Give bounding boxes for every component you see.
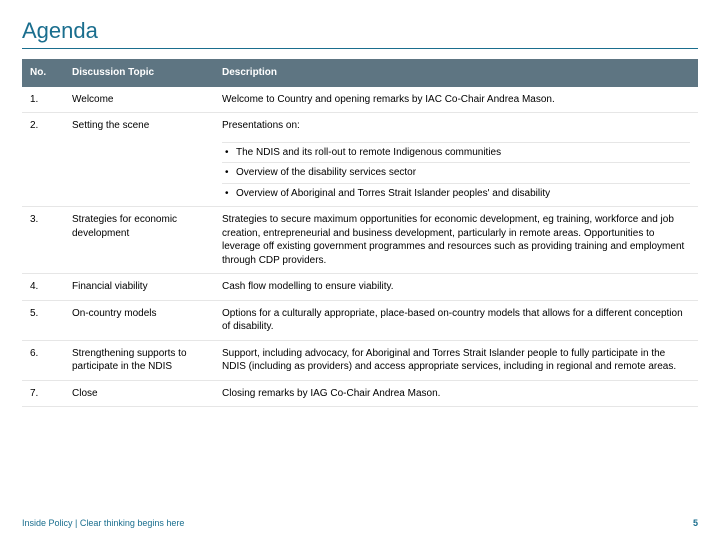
bullet-item: Overview of the disability services sect…	[222, 162, 690, 183]
table-row: 5. On-country models Options for a cultu…	[22, 300, 698, 340]
bullet-item: Overview of Aboriginal and Torres Strait…	[222, 183, 690, 204]
cell-desc: Strategies to secure maximum opportuniti…	[214, 207, 698, 274]
table-row: 4. Financial viability Cash flow modelli…	[22, 274, 698, 301]
cell-desc: Closing remarks by IAG Co-Chair Andrea M…	[214, 380, 698, 407]
page-number: 5	[693, 518, 698, 528]
cell-topic: On-country models	[64, 300, 214, 340]
cell-no: 5.	[22, 300, 64, 340]
cell-no: 7.	[22, 380, 64, 407]
table-row: 1. Welcome Welcome to Country and openin…	[22, 87, 698, 113]
page-title: Agenda	[22, 18, 698, 49]
agenda-table: No. Discussion Topic Description 1. Welc…	[22, 59, 698, 407]
cell-desc: Support, including advocacy, for Aborigi…	[214, 340, 698, 380]
cell-no: 3.	[22, 207, 64, 274]
table-header-row: No. Discussion Topic Description	[22, 59, 698, 87]
cell-no: 6.	[22, 340, 64, 380]
cell-no: 2.	[22, 113, 64, 139]
footer-text: Inside Policy | Clear thinking begins he…	[22, 518, 184, 528]
cell-topic: Close	[64, 380, 214, 407]
table-row: 3. Strategies for economic development S…	[22, 207, 698, 274]
cell-desc: Presentations on:	[214, 113, 698, 139]
cell-desc: Welcome to Country and opening remarks b…	[214, 87, 698, 113]
table-row: 7. Close Closing remarks by IAG Co-Chair…	[22, 380, 698, 407]
cell-no: 1.	[22, 87, 64, 113]
col-header-no: No.	[22, 59, 64, 87]
bullet-list: The NDIS and its roll-out to remote Indi…	[222, 139, 690, 207]
table-row: 2. Setting the scene Presentations on:	[22, 113, 698, 139]
footer: Inside Policy | Clear thinking begins he…	[22, 518, 698, 528]
table-row: 6. Strengthening supports to participate…	[22, 340, 698, 380]
col-header-topic: Discussion Topic	[64, 59, 214, 87]
cell-topic: Financial viability	[64, 274, 214, 301]
bullet-item: The NDIS and its roll-out to remote Indi…	[222, 142, 690, 163]
bullets-row: The NDIS and its roll-out to remote Indi…	[22, 139, 698, 207]
cell-topic: Strategies for economic development	[64, 207, 214, 274]
cell-desc: Options for a culturally appropriate, pl…	[214, 300, 698, 340]
cell-topic: Setting the scene	[64, 113, 214, 139]
col-header-desc: Description	[214, 59, 698, 87]
cell-no: 4.	[22, 274, 64, 301]
cell-topic: Welcome	[64, 87, 214, 113]
cell-topic: Strengthening supports to participate in…	[64, 340, 214, 380]
cell-desc: Cash flow modelling to ensure viability.	[214, 274, 698, 301]
